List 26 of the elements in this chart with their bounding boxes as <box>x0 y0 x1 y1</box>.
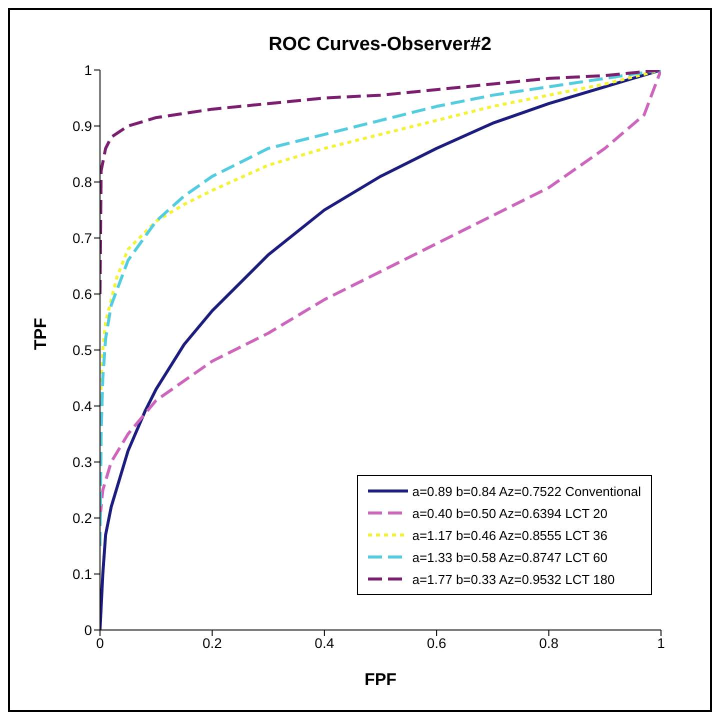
y-tick-label: 0.7 <box>72 230 92 246</box>
y-tick-label: 0.9 <box>72 118 92 134</box>
x-tick-label: 0.8 <box>539 634 559 651</box>
y-tick-label: 0.4 <box>72 398 92 414</box>
y-tick-label: 0.3 <box>72 454 92 470</box>
y-axis-title: TPF <box>31 318 50 350</box>
y-tick-label: 0.8 <box>72 174 92 190</box>
x-axis-title: FPF <box>364 670 397 689</box>
x-tick-label: 0.4 <box>314 634 334 651</box>
x-tick-label: 0.6 <box>426 634 447 651</box>
legend-label: a=1.33 b=0.58 Az=0.8747 LCT 60 <box>412 550 608 564</box>
y-tick-label: 0.2 <box>72 510 92 526</box>
y-tick-label: 0.6 <box>72 286 92 302</box>
legend-label: a=1.77 b=0.33 Az=0.9532 LCT 180 <box>412 572 615 586</box>
chart-title: ROC Curves-Observer#2 <box>268 34 492 55</box>
x-tick-label: 0.2 <box>202 634 222 651</box>
legend-label: a=0.89 b=0.84 Az=0.7522 Conventional <box>412 484 641 498</box>
y-tick-label: 0.5 <box>72 342 92 358</box>
legend-label: a=1.17 b=0.46 Az=0.8555 LCT 36 <box>412 528 608 542</box>
x-tick-label: 0 <box>96 634 104 651</box>
x-tick-label: 1 <box>657 634 666 651</box>
legend-label: a=0.40 b=0.50 Az=0.6394 LCT 20 <box>412 506 608 520</box>
line-series <box>100 70 661 296</box>
y-tick-label: 0 <box>84 622 92 638</box>
y-tick-label: 0.1 <box>72 566 92 582</box>
y-tick-label: 1 <box>84 62 92 78</box>
